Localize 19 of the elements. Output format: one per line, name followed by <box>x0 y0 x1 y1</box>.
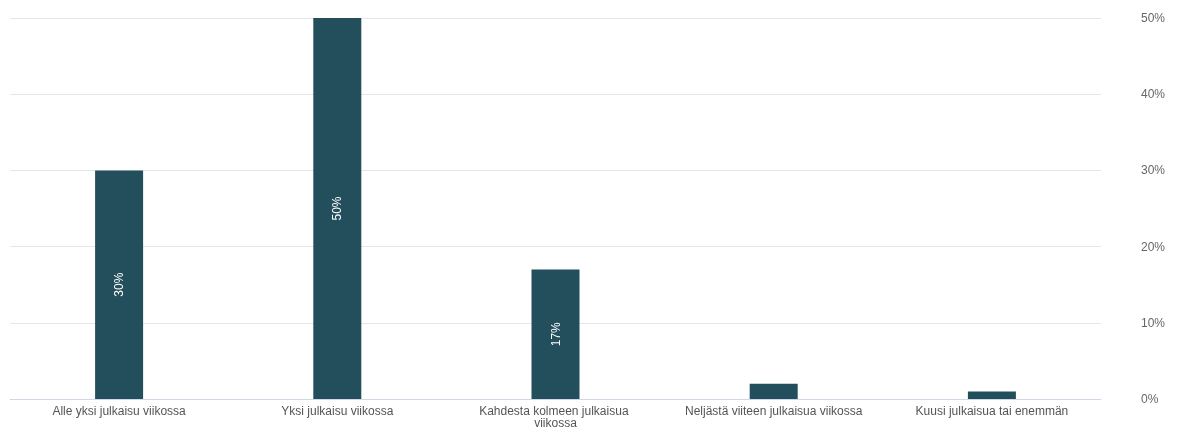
data-label: 17% <box>548 321 563 347</box>
x-tick-label: Kahdesta kolmeen julkaisua viikossa <box>479 404 632 430</box>
x-tick-label: Alle yksi julkaisu viikossa <box>52 404 187 418</box>
bar <box>967 391 1016 399</box>
y-tick-label: 50% <box>1141 11 1166 25</box>
bar <box>531 269 580 399</box>
x-tick-label: Neljästä viiteen julkaisua viikossa <box>684 404 863 418</box>
bar <box>313 18 362 399</box>
x-tick-label: Yksi julkaisu viikossa <box>281 404 394 418</box>
bar <box>95 170 144 399</box>
y-tick-label: 10% <box>1141 315 1166 330</box>
x-tick-label: Kuusi julkaisua tai enemmän <box>915 404 1069 418</box>
data-label: 50% <box>330 196 345 221</box>
y-tick-label: 0% <box>1141 392 1159 406</box>
y-tick-label: 20% <box>1141 239 1166 254</box>
bar <box>749 383 798 399</box>
data-label: 30% <box>112 272 127 297</box>
y-tick-label: 40% <box>1141 87 1166 102</box>
y-tick-label: 30% <box>1141 163 1166 178</box>
